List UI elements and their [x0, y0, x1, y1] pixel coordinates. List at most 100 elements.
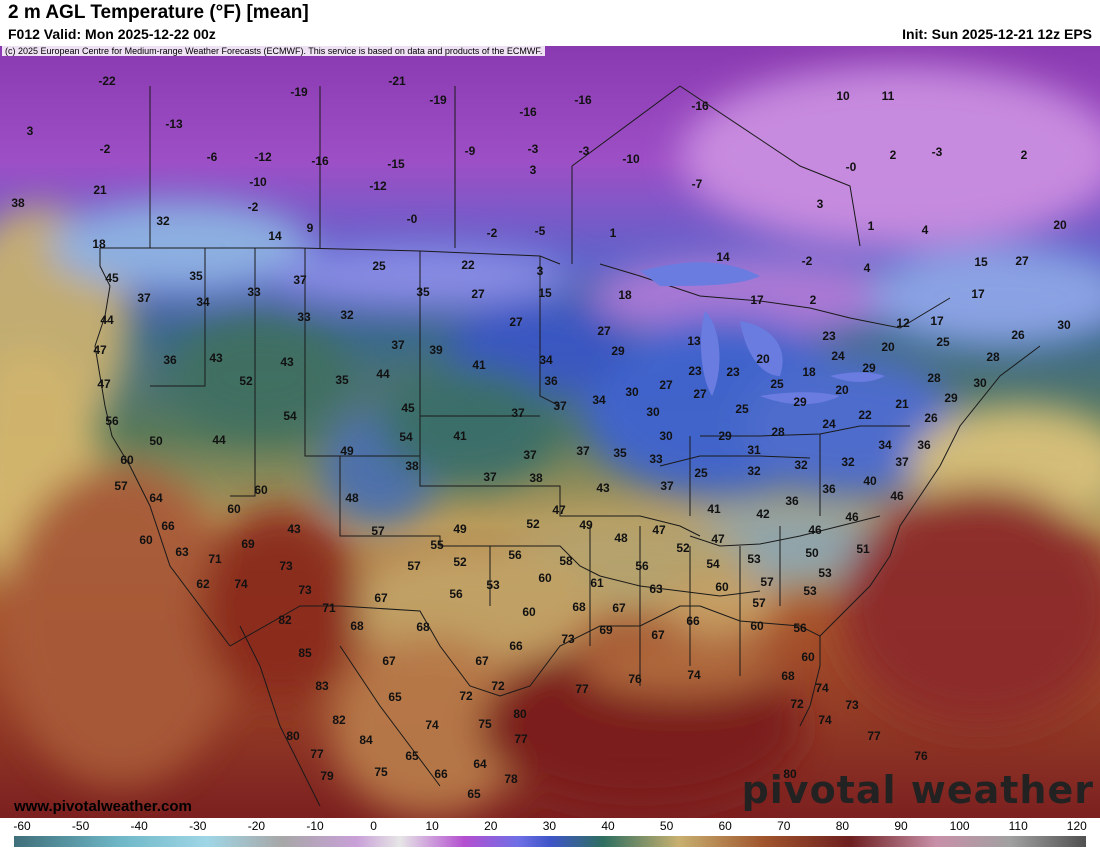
temperature-value: -16 — [311, 154, 329, 168]
temperature-value: 64 — [149, 491, 163, 505]
temperature-value: 1 — [609, 226, 617, 240]
temperature-value: 52 — [453, 555, 467, 569]
temperature-value: 54 — [399, 430, 413, 444]
temperature-value: 31 — [747, 443, 761, 457]
temperature-value: 37 — [483, 470, 497, 484]
temperature-value: 60 — [227, 502, 241, 516]
temperature-value: 24 — [831, 349, 845, 363]
temperature-value: 85 — [298, 646, 312, 660]
temperature-value: 47 — [711, 532, 725, 546]
temperature-value: 56 — [105, 414, 119, 428]
temperature-value: 15 — [538, 286, 552, 300]
temperature-value: 2 — [809, 293, 817, 307]
temperature-value: 44 — [212, 433, 226, 447]
temperature-value: 2 — [889, 148, 897, 162]
temperature-value: 52 — [676, 541, 690, 555]
temperature-value: -0 — [845, 160, 857, 174]
temperature-value: 77 — [514, 732, 528, 746]
temperature-value: 57 — [114, 479, 128, 493]
temperature-value: 60 — [522, 605, 536, 619]
temperature-value: 73 — [561, 632, 575, 646]
temperature-value: 32 — [794, 458, 808, 472]
temperature-value: 47 — [93, 343, 107, 357]
temperature-value: 73 — [279, 559, 293, 573]
temperature-value: 60 — [254, 483, 268, 497]
temperature-value: 67 — [651, 628, 665, 642]
temperature-value: 20 — [1053, 218, 1067, 232]
copyright-notice: (c) 2025 European Centre for Medium-rang… — [2, 46, 546, 56]
map-title: 2 m AGL Temperature (°F) [mean] — [8, 2, 309, 23]
temperature-value: 67 — [382, 654, 396, 668]
temperature-value: 74 — [815, 681, 829, 695]
temperature-value: 64 — [473, 757, 487, 771]
temperature-value: 65 — [467, 787, 481, 801]
temperature-value: 72 — [790, 697, 804, 711]
temperature-value: 60 — [715, 580, 729, 594]
temperature-value: 28 — [986, 350, 1000, 364]
temperature-value: 34 — [539, 353, 553, 367]
temperature-value: 68 — [350, 619, 364, 633]
temperature-value: 47 — [552, 503, 566, 517]
temperature-value: 41 — [707, 502, 721, 516]
temperature-value: -16 — [691, 99, 709, 113]
temperature-value: 66 — [161, 519, 175, 533]
temperature-value: 83 — [315, 679, 329, 693]
temperature-value: -2 — [801, 254, 813, 268]
temperature-value: 60 — [120, 453, 134, 467]
temperature-value: 47 — [652, 523, 666, 537]
temperature-value: 76 — [914, 749, 928, 763]
website-link[interactable]: www.pivotalweather.com — [14, 798, 192, 815]
temperature-value: -2 — [247, 200, 259, 214]
temperature-value: 30 — [625, 385, 639, 399]
temperature-value: 69 — [599, 623, 613, 637]
temperature-value: 76 — [628, 672, 642, 686]
temperature-value: 27 — [509, 315, 523, 329]
temperature-value: -13 — [165, 117, 183, 131]
temperature-value: 67 — [475, 654, 489, 668]
temperature-value: 20 — [756, 352, 770, 366]
temperature-value: 21 — [895, 397, 909, 411]
temperature-value: 74 — [818, 713, 832, 727]
temperature-value: 33 — [247, 285, 261, 299]
temperature-value: 43 — [596, 481, 610, 495]
temperature-value: 17 — [930, 314, 944, 328]
temperature-value: -16 — [519, 105, 537, 119]
temperature-value: 68 — [781, 669, 795, 683]
temperature-value: 32 — [156, 214, 170, 228]
temperature-value: 25 — [735, 402, 749, 416]
temperature-value: 14 — [268, 229, 282, 243]
temperature-value: 28 — [927, 371, 941, 385]
temperature-value: 54 — [706, 557, 720, 571]
temperature-value: 66 — [509, 639, 523, 653]
temperature-value: 18 — [92, 237, 106, 251]
temperature-value: 36 — [544, 374, 558, 388]
temperature-value: 41 — [472, 358, 486, 372]
temperature-value: 44 — [376, 367, 390, 381]
temperature-value: 50 — [149, 434, 163, 448]
temperature-value: 37 — [660, 479, 674, 493]
temperature-value: -2 — [486, 226, 498, 240]
temperature-value: -10 — [622, 152, 640, 166]
colorbar-tick-label: 120 — [1066, 819, 1087, 833]
temperature-value: 36 — [822, 482, 836, 496]
temperature-value: 66 — [434, 767, 448, 781]
temperature-value: 30 — [646, 405, 660, 419]
temperature-colorbar: -60 -50 -40 -30 -20 -10 0 10 20 30 40 50 60 70 80 90 100… — [0, 818, 1100, 850]
colorbar-tick-label: 50 — [659, 819, 674, 833]
temperature-value: 56 — [635, 559, 649, 573]
colorbar-tick-label: 80 — [835, 819, 850, 833]
temperature-value: 77 — [867, 729, 881, 743]
temperature-value: 32 — [841, 455, 855, 469]
colorbar-tick-label: 0 — [370, 819, 377, 833]
colorbar-tick-label: 60 — [718, 819, 732, 833]
temperature-value: -6 — [206, 150, 218, 164]
temperature-value: -9 — [464, 144, 476, 158]
temperature-value: 57 — [371, 524, 385, 538]
temperature-value: 18 — [802, 365, 816, 379]
temperature-value: 36 — [163, 353, 177, 367]
temperature-value: 48 — [345, 491, 359, 505]
temperature-value: 25 — [694, 466, 708, 480]
temperature-value: 37 — [895, 455, 909, 469]
temperature-value: 27 — [597, 324, 611, 338]
temperature-map[interactable]: -22 -21 -19 -19 -16 -16 -13 -16 3 -2 -6 -12 -16 -15 -9… — [0, 46, 1100, 818]
